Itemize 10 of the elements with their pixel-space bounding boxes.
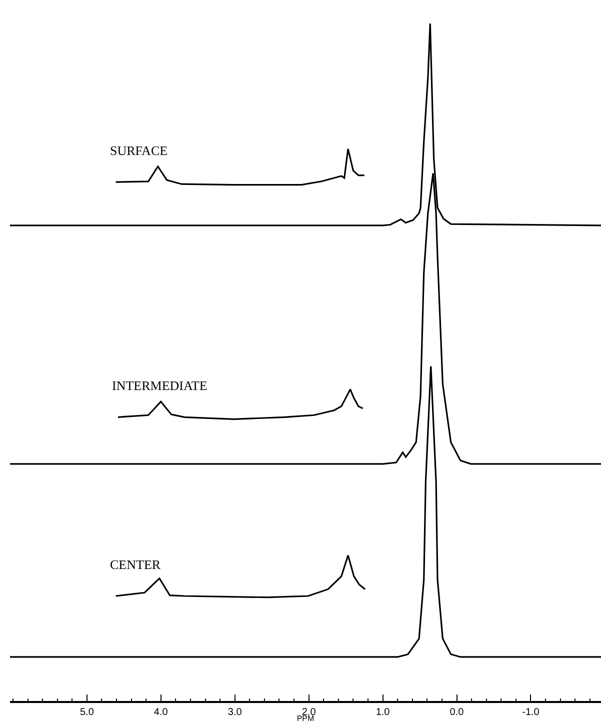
x-tick-label: 4.0 [154,706,168,718]
series-label: CENTER [110,557,161,572]
x-tick-label: 5.0 [80,706,94,718]
x-axis-title: PPM [296,714,314,723]
series-label: SURFACE [110,143,168,158]
x-tick-label: -1.0 [522,706,540,718]
x-tick-label: 1.0 [376,706,390,718]
x-tick-label: 3.0 [228,706,242,718]
x-tick-label: 0.0 [450,706,464,718]
series-label: INTERMEDIATE [112,378,208,393]
